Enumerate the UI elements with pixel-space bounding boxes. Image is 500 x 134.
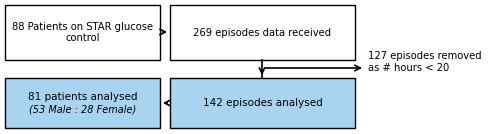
Text: 81 patients analysed: 81 patients analysed [28,92,137,102]
FancyBboxPatch shape [5,78,160,128]
Text: (53 Male : 28 Female): (53 Male : 28 Female) [29,105,136,115]
Text: 127 episodes removed
as # hours < 20: 127 episodes removed as # hours < 20 [368,51,482,73]
FancyBboxPatch shape [170,78,355,128]
Text: 269 episodes data received: 269 episodes data received [194,27,332,38]
FancyBboxPatch shape [170,5,355,60]
Text: 142 episodes analysed: 142 episodes analysed [202,98,322,108]
Text: 88 Patients on STAR glucose
control: 88 Patients on STAR glucose control [12,22,153,43]
FancyBboxPatch shape [5,5,160,60]
